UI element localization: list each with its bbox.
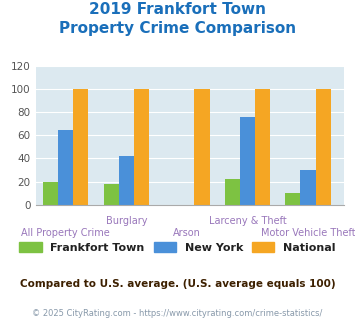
Bar (119, 156, 134, 205)
Text: Arson: Arson (173, 228, 201, 238)
Bar (58, 129, 73, 205)
Bar (195, 89, 209, 205)
Text: All Property Crime: All Property Crime (21, 228, 110, 238)
Bar (255, 89, 270, 205)
Bar (104, 184, 119, 205)
Text: © 2025 CityRating.com - https://www.cityrating.com/crime-statistics/: © 2025 CityRating.com - https://www.city… (32, 309, 323, 317)
Text: Property Crime Comparison: Property Crime Comparison (59, 21, 296, 36)
Text: 2019 Frankfort Town: 2019 Frankfort Town (89, 2, 266, 16)
Text: Burglary: Burglary (105, 216, 147, 226)
Text: Larceny & Theft: Larceny & Theft (209, 216, 286, 226)
Text: Motor Vehicle Theft: Motor Vehicle Theft (261, 228, 355, 238)
Bar (134, 89, 149, 205)
Bar (73, 89, 88, 205)
Bar (285, 193, 300, 205)
Bar (316, 89, 331, 205)
Bar (300, 170, 316, 205)
Text: Compared to U.S. average. (U.S. average equals 100): Compared to U.S. average. (U.S. average … (20, 279, 335, 289)
Bar (43, 182, 58, 205)
Bar (240, 117, 255, 205)
Legend: Frankfort Town, New York, National: Frankfort Town, New York, National (20, 242, 335, 253)
Bar (225, 179, 240, 205)
